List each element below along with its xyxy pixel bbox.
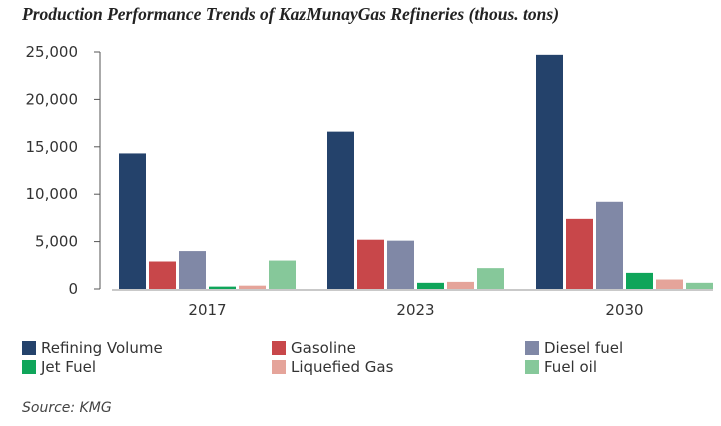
bar-fuel-oil-2023 — [477, 268, 504, 289]
legend-label: Liquefied Gas — [291, 358, 394, 376]
bar-fuel-oil-2017 — [269, 260, 296, 289]
legend-item: Jet Fuel — [22, 358, 96, 376]
bar-diesel-fuel-2030 — [596, 201, 623, 289]
bar-refining-volume-2017 — [119, 153, 146, 289]
bar-jet-fuel-2017 — [209, 286, 236, 289]
x-category-label: 2017 — [188, 301, 226, 319]
chart-title: Production Performance Trends of KazMuna… — [22, 4, 560, 24]
bar-jet-fuel-2030 — [626, 272, 653, 289]
x-category-label: 2023 — [396, 301, 434, 319]
bar-refining-volume-2030 — [536, 54, 563, 290]
bar-liquefied-gas-2017 — [239, 285, 266, 289]
legend-label: Diesel fuel — [544, 339, 624, 357]
legend-item: Refining Volume — [22, 339, 163, 357]
bar-diesel-fuel-2023 — [387, 240, 414, 289]
bar-liquefied-gas-2023 — [447, 281, 474, 289]
legend-swatch — [22, 341, 36, 355]
legend-swatch — [272, 360, 286, 374]
legend-label: Fuel oil — [544, 358, 597, 376]
bar-refining-volume-2023 — [327, 131, 354, 289]
legend-label: Refining Volume — [41, 339, 163, 357]
x-category-label: 2030 — [605, 301, 643, 319]
y-tick-label: 20,000 — [26, 90, 79, 108]
bar-gasoline-2030 — [566, 218, 593, 289]
legend-item: Diesel fuel — [525, 339, 623, 357]
source-note: Source: KMG — [22, 400, 112, 416]
y-tick-label: 10,000 — [26, 185, 79, 203]
legend-item: Liquefied Gas — [272, 358, 393, 376]
bar-jet-fuel-2023 — [417, 282, 444, 289]
legend-item: Fuel oil — [525, 358, 597, 376]
legend-label: Gasoline — [291, 339, 356, 357]
legend-swatch — [525, 341, 539, 355]
bar-diesel-fuel-2017 — [179, 251, 206, 289]
x-axis-labels: 2017 2023 2030 — [188, 301, 643, 319]
y-tick-label: 15,000 — [26, 138, 79, 156]
bar-gasoline-2023 — [357, 239, 384, 289]
y-tick-label: 5,000 — [35, 233, 78, 251]
legend-swatch — [22, 360, 36, 374]
bar-gasoline-2017 — [149, 261, 176, 289]
legend-swatch — [272, 341, 286, 355]
y-tick-label: 0 — [68, 280, 78, 298]
legend-item: Gasoline — [272, 339, 356, 357]
legend-swatch — [525, 360, 539, 374]
y-axis: 0 5,000 10,000 15,000 20,000 25,000 — [26, 43, 101, 298]
bar-liquefied-gas-2030 — [656, 279, 683, 289]
bar-fuel-oil-2030 — [686, 282, 713, 289]
bars — [112, 54, 713, 291]
y-tick-label: 25,000 — [26, 43, 79, 61]
legend-label: Jet Fuel — [41, 358, 97, 376]
